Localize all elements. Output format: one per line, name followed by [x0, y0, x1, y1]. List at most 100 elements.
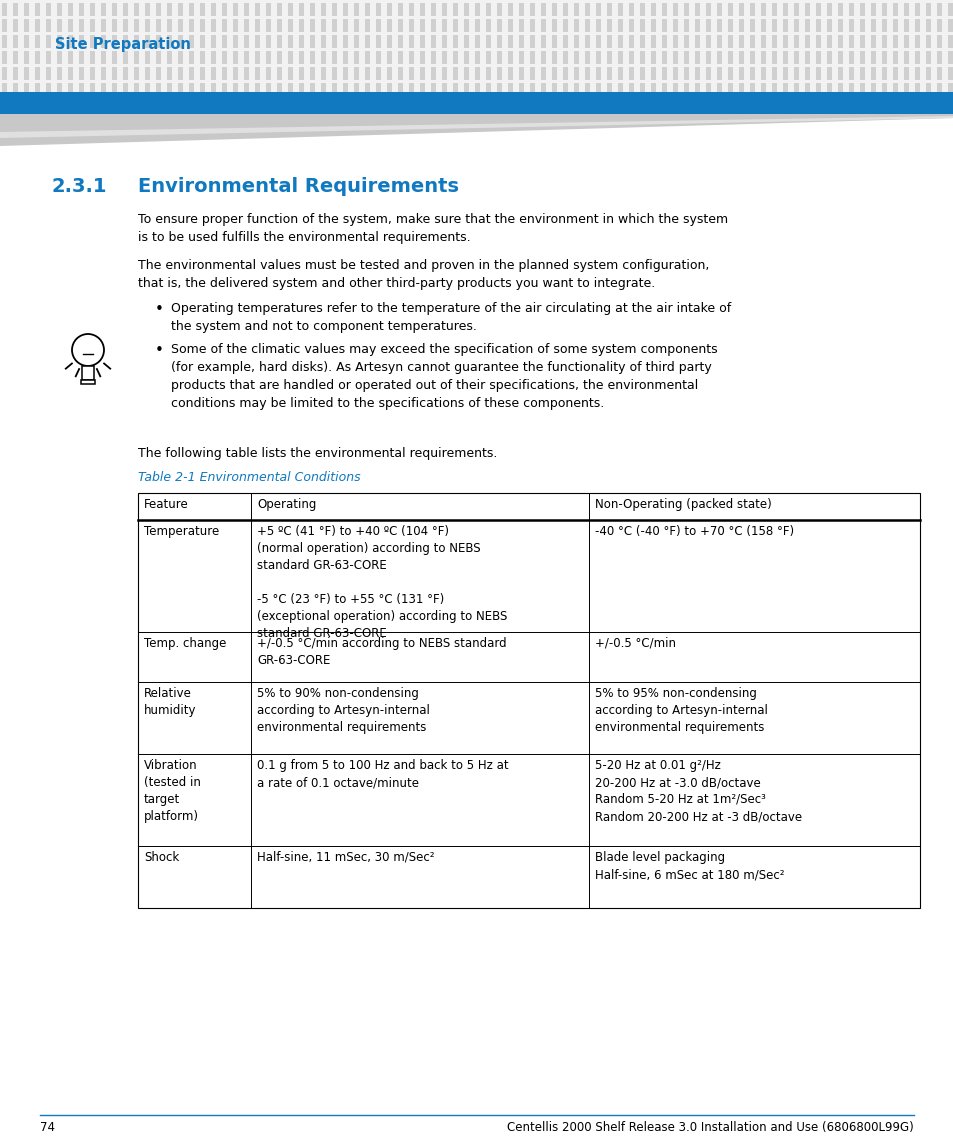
Bar — [871, 82, 876, 95]
Bar — [190, 50, 194, 63]
Bar — [882, 2, 886, 16]
Bar — [387, 34, 392, 47]
Bar — [255, 34, 260, 47]
Bar — [255, 2, 260, 16]
Bar — [233, 82, 238, 95]
Bar — [794, 50, 799, 63]
Bar — [717, 82, 721, 95]
Bar — [13, 34, 18, 47]
Bar — [937, 82, 942, 95]
Bar — [57, 50, 63, 63]
Bar — [486, 50, 491, 63]
Bar — [112, 34, 117, 47]
Bar — [453, 2, 458, 16]
Bar — [343, 34, 348, 47]
Text: Table 2-1 Environmental Conditions: Table 2-1 Environmental Conditions — [138, 471, 360, 484]
Bar — [903, 82, 908, 95]
Bar — [222, 82, 227, 95]
Bar — [684, 66, 689, 79]
Bar — [816, 82, 821, 95]
Text: To ensure proper function of the system, make sure that the environment in which: To ensure proper function of the system,… — [138, 213, 727, 244]
Bar — [146, 50, 151, 63]
Bar — [772, 50, 777, 63]
Bar — [266, 82, 272, 95]
Bar — [376, 34, 381, 47]
Bar — [629, 82, 634, 95]
Bar — [882, 18, 886, 32]
Bar — [101, 50, 107, 63]
Bar — [321, 2, 326, 16]
Bar — [563, 50, 568, 63]
Bar — [508, 50, 513, 63]
Bar — [233, 18, 238, 32]
Bar — [661, 66, 667, 79]
Bar — [937, 18, 942, 32]
Bar — [35, 34, 40, 47]
Bar — [750, 82, 755, 95]
Bar — [57, 34, 63, 47]
Bar — [25, 2, 30, 16]
Bar — [420, 66, 425, 79]
Bar — [244, 18, 250, 32]
Bar — [69, 50, 73, 63]
Bar — [79, 66, 85, 79]
Bar — [937, 2, 942, 16]
Bar — [190, 66, 194, 79]
Bar — [0, 0, 953, 92]
Bar — [629, 18, 634, 32]
Bar — [310, 82, 315, 95]
Bar — [607, 50, 612, 63]
Bar — [717, 2, 721, 16]
Bar — [376, 50, 381, 63]
Bar — [860, 82, 864, 95]
Bar — [585, 2, 590, 16]
Bar — [893, 82, 898, 95]
Bar — [794, 18, 799, 32]
Bar — [190, 18, 194, 32]
Bar — [355, 66, 359, 79]
Bar — [387, 18, 392, 32]
Bar — [453, 34, 458, 47]
Bar — [618, 34, 623, 47]
Bar — [81, 380, 95, 384]
Bar — [398, 2, 403, 16]
Bar — [200, 2, 205, 16]
Bar — [321, 50, 326, 63]
Bar — [47, 50, 51, 63]
Bar — [486, 66, 491, 79]
Bar — [255, 82, 260, 95]
Bar — [728, 66, 733, 79]
Bar — [585, 66, 590, 79]
Bar — [333, 18, 337, 32]
Text: Site Preparation: Site Preparation — [55, 37, 191, 52]
Bar — [717, 50, 721, 63]
Bar — [695, 82, 700, 95]
Bar — [530, 34, 535, 47]
Bar — [112, 82, 117, 95]
Bar — [431, 18, 436, 32]
Bar — [233, 2, 238, 16]
Bar — [79, 50, 85, 63]
Bar — [596, 66, 601, 79]
Bar — [69, 34, 73, 47]
Bar — [629, 2, 634, 16]
Bar — [497, 2, 502, 16]
Bar — [47, 66, 51, 79]
Bar — [156, 2, 161, 16]
Bar — [453, 82, 458, 95]
Bar — [255, 66, 260, 79]
Bar — [333, 34, 337, 47]
Bar — [13, 2, 18, 16]
Bar — [453, 66, 458, 79]
Bar — [772, 18, 777, 32]
Bar — [838, 2, 842, 16]
Bar — [563, 66, 568, 79]
Bar — [816, 66, 821, 79]
Bar — [47, 82, 51, 95]
Bar — [321, 34, 326, 47]
Bar — [475, 50, 480, 63]
Bar — [794, 66, 799, 79]
Bar — [431, 82, 436, 95]
Bar — [168, 66, 172, 79]
Bar — [222, 66, 227, 79]
